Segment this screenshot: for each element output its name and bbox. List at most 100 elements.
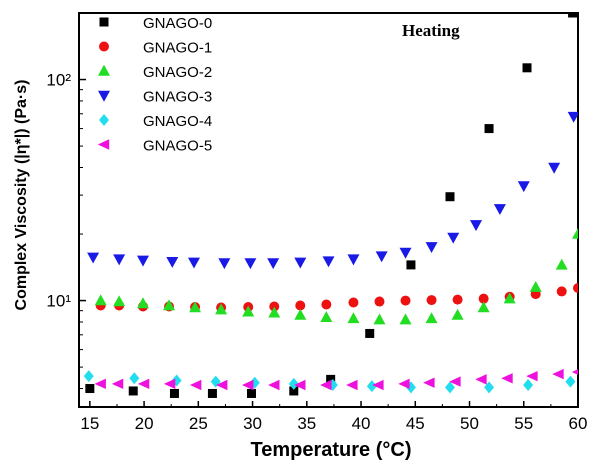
legend-marker	[98, 64, 110, 76]
data-point	[517, 181, 530, 193]
data-point	[83, 370, 94, 383]
data-point	[128, 386, 138, 396]
data-point	[129, 372, 140, 385]
data-point	[189, 379, 202, 391]
data-point	[294, 308, 307, 320]
data-point	[571, 369, 578, 375]
data-point	[425, 242, 438, 254]
x-tick-label: 60	[569, 414, 588, 433]
series-gnago-2	[94, 227, 578, 325]
data-point	[565, 375, 576, 388]
data-point	[503, 292, 516, 304]
data-point	[87, 252, 100, 264]
data-point	[568, 13, 578, 18]
legend-label: GNAGO-2	[143, 64, 212, 81]
data-point	[244, 258, 257, 270]
data-point	[169, 388, 179, 398]
data-point	[444, 381, 455, 394]
data-point	[398, 378, 410, 390]
data-point	[375, 251, 388, 263]
data-point	[295, 300, 306, 311]
data-point	[470, 220, 483, 232]
legend-label: GNAGO-5	[143, 138, 212, 155]
legend-marker	[99, 17, 109, 27]
data-point	[365, 328, 375, 338]
data-point	[451, 308, 464, 320]
data-point	[406, 260, 416, 270]
data-point	[163, 378, 176, 390]
data-point	[137, 378, 150, 390]
data-point	[555, 258, 568, 270]
data-point	[320, 311, 333, 323]
data-point	[552, 368, 564, 380]
data-point	[242, 379, 254, 391]
plot-area	[78, 12, 579, 408]
data-point	[529, 280, 542, 292]
data-point	[493, 204, 506, 216]
data-point	[366, 380, 377, 393]
data-point	[294, 257, 307, 269]
x-tick-label: 25	[189, 414, 208, 433]
data-point	[289, 386, 299, 396]
legend: GNAGO-0 GNAGO-1 GNAGO-2 GNAGO-3 GNAGO-4 GNAGO…	[97, 15, 212, 155]
data-point	[246, 388, 256, 398]
data-point	[572, 227, 578, 239]
data-point	[322, 256, 335, 268]
data-point	[113, 254, 126, 266]
x-tick-label: 30	[243, 414, 262, 433]
data-point	[522, 63, 532, 73]
data-point	[548, 162, 561, 174]
heating-annotation: Heating	[402, 21, 460, 40]
data-point	[426, 295, 437, 306]
data-point	[373, 313, 386, 325]
data-point	[423, 377, 435, 388]
data-point	[399, 247, 412, 259]
data-point	[452, 294, 463, 305]
data-point	[94, 378, 106, 390]
data-point	[189, 301, 202, 313]
data-point	[137, 255, 150, 267]
data-point	[449, 376, 461, 387]
data-point	[111, 378, 124, 390]
legend-label: GNAGO-4	[143, 113, 212, 130]
data-point	[85, 384, 95, 394]
data-point	[207, 388, 217, 398]
data-point	[475, 374, 487, 385]
x-tick-label: 20	[135, 414, 154, 433]
x-tick-label: 45	[406, 414, 425, 433]
data-point	[187, 257, 200, 269]
series-gnago-0	[85, 13, 578, 398]
legend-label: GNAGO-0	[143, 15, 212, 32]
data-point	[484, 124, 494, 134]
data-point	[372, 379, 384, 391]
data-point	[163, 299, 176, 311]
data-point	[425, 312, 438, 324]
data-point	[347, 254, 360, 266]
data-point	[447, 232, 460, 244]
data-point	[94, 294, 107, 306]
data-point	[320, 379, 332, 391]
data-point	[556, 286, 567, 297]
legend-label: GNAGO-1	[143, 40, 212, 57]
legend-marker	[99, 114, 109, 126]
data-point	[573, 282, 578, 293]
plot-frame	[78, 12, 579, 408]
x-tick-label: 55	[514, 414, 533, 433]
data-point	[218, 258, 231, 270]
y-tick-label: 10²	[46, 71, 71, 90]
series-gnago-5	[94, 368, 578, 391]
data-point	[523, 378, 534, 391]
data-point	[267, 258, 280, 270]
data-point	[526, 370, 538, 382]
data-point	[567, 111, 578, 123]
data-point	[374, 296, 385, 307]
legend-marker	[99, 41, 109, 52]
x-tick-label: 15	[80, 414, 99, 433]
data-point	[268, 306, 281, 318]
legend-marker	[97, 139, 110, 150]
data-point	[215, 379, 228, 391]
data-point	[445, 192, 455, 202]
data-point	[400, 295, 411, 306]
data-point	[288, 377, 299, 390]
